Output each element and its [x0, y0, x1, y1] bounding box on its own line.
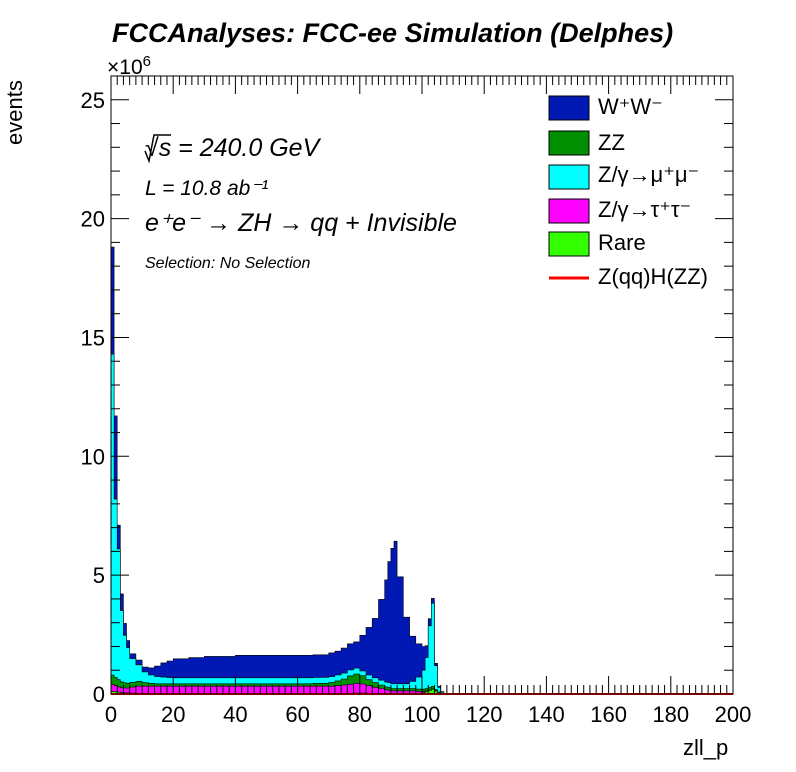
y-tick-label: 20: [81, 207, 105, 232]
legend-swatch-rare: [548, 231, 590, 257]
x-tick-label: 180: [652, 702, 689, 727]
y-tick-label: 0: [93, 682, 105, 707]
sqrt-symbol: [144, 134, 171, 164]
legend-label-tautau: Z/γ→τ⁺τ⁻: [598, 197, 692, 222]
selection-annotation: Selection: No Selection: [145, 255, 311, 272]
y-tick-label: 10: [81, 444, 105, 469]
energy-annotation: √s = 240.0 GeV: [145, 134, 320, 162]
legend-swatch-tautau: [548, 198, 590, 224]
legend-label-mumu: Z/γ→μ⁺μ⁻: [598, 162, 700, 187]
series-area-z: [110, 353, 733, 695]
series-area-ww: [110, 246, 733, 695]
x-tick-label: 0: [105, 702, 117, 727]
legend-label-ww: W⁺W⁻: [598, 94, 663, 119]
x-tick-label: 160: [590, 702, 627, 727]
legend-swatch-ww: [548, 95, 590, 121]
x-tick-label: 140: [528, 702, 565, 727]
y-tick-label: 5: [93, 563, 105, 588]
luminosity-annotation: L = 10.8 ab⁻¹: [145, 177, 269, 200]
x-tick-label: 100: [404, 702, 441, 727]
legend-label-zh: Z(qq)H(ZZ): [598, 264, 708, 289]
x-tick-label: 40: [223, 702, 247, 727]
chart-title: FCCAnalyses: FCC-ee Simulation (Delphes): [112, 18, 674, 48]
legend-label-zz: ZZ: [598, 130, 625, 155]
process-annotation: e⁺e⁻ → ZH → qq + Invisible: [145, 209, 457, 237]
x-tick-label: 200: [715, 702, 752, 727]
x-tick-label: 20: [161, 702, 185, 727]
y-axis-multiplier: ×106: [107, 53, 151, 79]
y-tick-label: 15: [81, 325, 105, 350]
legend-label-rare: Rare: [598, 230, 646, 255]
x-tick-label: 120: [466, 702, 503, 727]
x-tick-label: 80: [348, 702, 372, 727]
y-axis-label: events: [2, 80, 27, 145]
legend-swatch-mumu: [548, 164, 590, 190]
y-tick-label: 25: [81, 88, 105, 113]
legend-swatch-zz: [548, 130, 590, 156]
x-tick-label: 60: [285, 702, 309, 727]
x-axis-label: zll_p: [683, 735, 729, 760]
